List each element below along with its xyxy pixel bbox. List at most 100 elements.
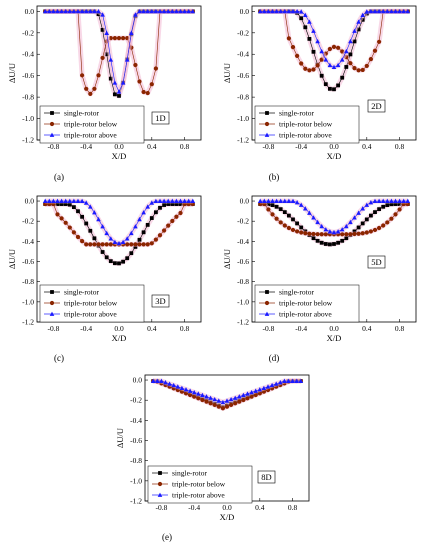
- x-axis-label: X/D: [327, 151, 342, 161]
- data-point: [319, 223, 324, 229]
- data-point: [149, 200, 155, 205]
- legend: single-rotor triple-rotor below triple-rot…: [254, 284, 360, 323]
- x-tick-label: 0.0: [114, 142, 124, 151]
- data-point: [167, 381, 172, 386]
- data-point: [125, 242, 130, 247]
- data-point: [80, 73, 85, 78]
- y-tick-label: -1.2: [237, 136, 249, 145]
- data-point: [88, 242, 93, 247]
- data-point: [364, 230, 369, 235]
- legend-box: [254, 284, 360, 323]
- data-point: [245, 396, 250, 401]
- y-tick-label: -0.2: [22, 217, 34, 226]
- data-point: [315, 238, 320, 243]
- data-point: [208, 395, 213, 400]
- data-point: [311, 236, 316, 241]
- series-single-rotor: [43, 201, 195, 266]
- data-point: [327, 62, 333, 68]
- y-tick-label: -0.8: [130, 456, 142, 465]
- data-point: [137, 79, 142, 84]
- data-point: [72, 205, 76, 210]
- data-point: [253, 388, 258, 393]
- data-point: [393, 202, 398, 206]
- data-point: [63, 8, 68, 14]
- data-point: [319, 73, 324, 78]
- data-point: [389, 8, 394, 14]
- data-point: [376, 198, 382, 203]
- data-point: [261, 385, 267, 391]
- data-point: [145, 204, 150, 209]
- data-point: [352, 28, 357, 33]
- y-tick-label: -0.2: [237, 28, 249, 37]
- data-point: [323, 57, 329, 62]
- data-point: [113, 92, 117, 97]
- data-point: [153, 198, 159, 203]
- data-point: [336, 83, 340, 88]
- data-point: [141, 89, 146, 95]
- x-tick-label: -0.8: [262, 142, 274, 151]
- data-point: [178, 202, 183, 206]
- data-point: [133, 242, 138, 247]
- data-point: [133, 12, 138, 17]
- data-point: [360, 67, 365, 73]
- data-point: [157, 8, 163, 14]
- panel-label: (c): [54, 353, 64, 363]
- data-point: [331, 64, 337, 70]
- data-point: [55, 8, 60, 14]
- data-point: [287, 213, 291, 218]
- data-point: [319, 240, 324, 245]
- legend-box: [147, 465, 253, 504]
- distance-label-box: [257, 470, 276, 484]
- data-point: [112, 36, 117, 41]
- x-axis-label: X/D: [112, 151, 127, 161]
- data-point: [47, 8, 52, 14]
- data-point: [196, 396, 201, 401]
- data-point: [377, 39, 382, 44]
- data-point: [216, 404, 221, 409]
- data-point: [368, 57, 373, 62]
- legend-marker: [157, 481, 163, 487]
- data-point: [356, 225, 361, 230]
- data-point: [104, 230, 109, 236]
- data-point: [298, 378, 304, 383]
- data-point: [339, 227, 345, 232]
- y-tick-label: -0.2: [22, 28, 34, 37]
- y-tick-label: -1.0: [237, 297, 249, 306]
- data-point: [100, 12, 105, 17]
- series-highlight: [260, 8, 408, 70]
- data-point: [303, 66, 308, 71]
- data-point: [323, 227, 329, 232]
- series-highlight: [260, 8, 408, 73]
- data-point: [307, 68, 312, 73]
- legend-label: triple-rotor below: [64, 299, 118, 308]
- series-triple-rotor-below: [43, 201, 195, 247]
- data-point: [298, 9, 304, 14]
- data-point: [116, 36, 122, 41]
- data-point: [369, 213, 373, 218]
- data-point: [55, 202, 60, 206]
- legend: single-rotor triple-rotor below triple-rot…: [39, 284, 145, 323]
- data-point: [340, 232, 345, 237]
- data-point: [307, 231, 312, 236]
- data-point: [282, 378, 287, 383]
- legend-marker: [265, 290, 269, 294]
- data-point: [315, 219, 320, 225]
- data-point: [100, 224, 105, 229]
- data-point: [92, 242, 97, 247]
- y-tick-label: 0.0: [133, 376, 143, 385]
- data-point: [55, 198, 60, 203]
- data-point: [163, 380, 168, 385]
- distance-label-text: 1D: [155, 113, 165, 123]
- data-point: [299, 230, 304, 235]
- data-point: [269, 382, 275, 388]
- data-point: [161, 8, 167, 14]
- data-point: [47, 198, 52, 203]
- distance-label: 8D: [257, 470, 276, 484]
- data-point: [196, 391, 201, 396]
- data-point: [311, 49, 316, 54]
- distance-label: 5D: [367, 255, 386, 269]
- panel-label: (b): [269, 172, 280, 182]
- data-point: [129, 30, 134, 35]
- data-point: [92, 210, 97, 215]
- data-point: [270, 212, 275, 217]
